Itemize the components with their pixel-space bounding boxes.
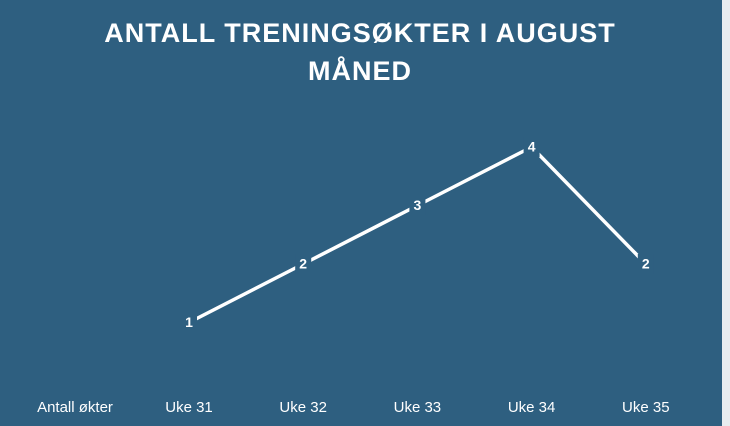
data-label: 3 <box>414 197 422 213</box>
data-label: 2 <box>299 256 307 272</box>
x-tick-label: Uke 34 <box>508 399 556 416</box>
series-name: Antall økter <box>37 399 113 416</box>
x-tick-label: Uke 33 <box>394 399 442 416</box>
chart-title: ANTALL TRENINGSØKTER I AUGUST MÅNED <box>104 18 616 86</box>
x-tick-label: Uke 32 <box>279 399 327 416</box>
data-label: 4 <box>528 139 536 155</box>
data-label-bg <box>409 195 426 216</box>
x-tick-label: Uke 35 <box>622 399 670 416</box>
sheet-edge <box>722 0 730 426</box>
data-label-bg <box>181 312 197 333</box>
x-tick-label: Uke 31 <box>165 399 213 416</box>
data-label-bg <box>523 137 540 157</box>
data-label-bg <box>637 254 654 274</box>
data-label: 1 <box>185 314 193 330</box>
data-label-bg <box>295 254 312 274</box>
data-label: 2 <box>642 256 650 272</box>
